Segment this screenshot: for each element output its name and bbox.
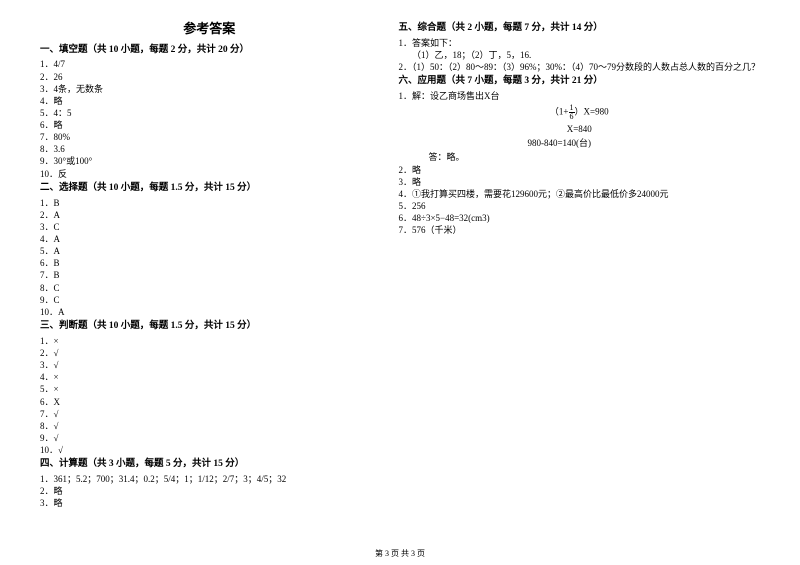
s2-item: 6．B — [40, 257, 379, 269]
s2-item: 9．C — [40, 294, 379, 306]
s2-item: 8．C — [40, 282, 379, 294]
s6-lead: 1．解：设乙商场售出X台 — [399, 90, 761, 102]
s2-item: 10．A — [40, 306, 379, 318]
formula1-prefix: （1+ — [550, 107, 569, 117]
main-title: 参考答案 — [40, 20, 379, 38]
s4-item: 3．略 — [40, 497, 379, 509]
s6-item: 5．256 — [399, 200, 761, 212]
s2-item: 4．A — [40, 233, 379, 245]
s1-item: 6．略 — [40, 119, 379, 131]
section5-header: 五、综合题（共 2 小题，每题 7 分，共计 14 分） — [399, 22, 761, 35]
page-footer: 第 3 页 共 3 页 — [0, 548, 800, 559]
s2-item: 1．B — [40, 197, 379, 209]
section2-header: 二、选择题（共 10 小题，每题 1.5 分，共计 15 分） — [40, 182, 379, 195]
s5-item: （1）乙，18；（2）丁，5，16. — [399, 49, 761, 61]
s3-item: 6．X — [40, 396, 379, 408]
s2-item: 5．A — [40, 245, 379, 257]
s4-item: 2．略 — [40, 485, 379, 497]
s1-item: 5．4：5 — [40, 107, 379, 119]
s6-item: 3．略 — [399, 176, 761, 188]
s1-item: 2．26 — [40, 71, 379, 83]
formula3: 980-840=140(台) — [399, 137, 761, 149]
s1-item: 9．30°或100° — [40, 155, 379, 167]
s3-item: 5．× — [40, 383, 379, 395]
section4-header: 四、计算题（共 3 小题，每题 5 分，共计 15 分） — [40, 458, 379, 471]
s1-item: 8．3.6 — [40, 143, 379, 155]
s6-item: 6．48÷3×5−48=32(cm3) — [399, 212, 761, 224]
page-container: 参考答案 一、填空题（共 10 小题，每题 2 分，共计 20 分） 1．4/7… — [0, 0, 800, 540]
s2-item: 2．A — [40, 209, 379, 221]
s3-item: 2．√ — [40, 347, 379, 359]
s3-item: 1．× — [40, 335, 379, 347]
s1-item: 3．4条，无数条 — [40, 83, 379, 95]
right-column: 五、综合题（共 2 小题，每题 7 分，共计 14 分） 1．答案如下： （1）… — [389, 20, 761, 540]
s4-item: 1．361；5.2；700；31.4；0.2；5/4；1；1/12；2/7；3；… — [40, 473, 379, 485]
s1-item: 10．反 — [40, 168, 379, 180]
s1-item: 4．略 — [40, 95, 379, 107]
s6-item: 7．576（千米） — [399, 224, 761, 236]
s3-item: 10．√ — [40, 444, 379, 456]
left-column: 参考答案 一、填空题（共 10 小题，每题 2 分，共计 20 分） 1．4/7… — [40, 20, 389, 540]
s1-item: 1．4/7 — [40, 58, 379, 70]
section1-header: 一、填空题（共 10 小题，每题 2 分，共计 20 分） — [40, 44, 379, 57]
section6-header: 六、应用题（共 7 小题，每题 3 分，共计 21 分） — [399, 75, 761, 88]
s2-item: 7．B — [40, 269, 379, 281]
s6-answer: 答：略。 — [429, 151, 761, 163]
section3-header: 三、判断题（共 10 小题，每题 1.5 分，共计 15 分） — [40, 320, 379, 333]
s5-item: 1．答案如下： — [399, 37, 761, 49]
s1-item: 7．80% — [40, 131, 379, 143]
s5-item: 2．（1）50：（2）80～89：（3）96%；30%：（4）70～79分数段的… — [399, 61, 761, 73]
s3-item: 4．× — [40, 371, 379, 383]
formula2: X=840 — [399, 123, 761, 135]
s6-item: 2．略 — [399, 164, 761, 176]
s3-item: 8．√ — [40, 420, 379, 432]
formula1-suffix: ）X=980 — [575, 107, 609, 117]
s2-item: 3．C — [40, 221, 379, 233]
s3-item: 3．√ — [40, 359, 379, 371]
s3-item: 9．√ — [40, 432, 379, 444]
s3-item: 7．√ — [40, 408, 379, 420]
formula1: （1+16）X=980 — [399, 104, 761, 121]
s6-item: 4．①我打算买四楼，需要花129600元；②最高价比最低价多24000元 — [399, 188, 761, 200]
